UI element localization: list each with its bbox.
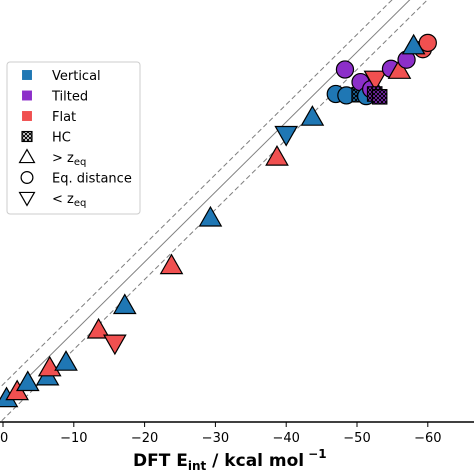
legend-label: Tilted — [51, 90, 88, 105]
data-point-flat-9 — [159, 253, 184, 275]
legend-marker-6 — [18, 191, 36, 207]
data-point-flat-11 — [265, 144, 289, 166]
data-point-vertical-29 — [401, 33, 426, 55]
legend: Vertical Tilted Flat HC > zeq Eq. distance < z… — [6, 61, 141, 215]
legend-box — [6, 61, 141, 215]
legend-marker-1 — [22, 90, 32, 101]
legend-marker-3 — [21, 130, 33, 143]
legend-label: Vertical — [52, 69, 101, 84]
data-points — [0, 33, 437, 408]
x-tick-label: −20 — [131, 431, 158, 446]
x-tick-label: −10 — [60, 431, 87, 446]
legend-label: HC — [52, 131, 71, 146]
legend-marker-4 — [18, 148, 36, 164]
data-point-vertical-5 — [54, 350, 78, 371]
x-tick-label: −50 — [343, 431, 370, 446]
parity-line — [0, 0, 411, 406]
data-point-flat-25 — [387, 58, 412, 79]
legend-label: < zeq — [52, 192, 86, 209]
axes: 0 −10 −20 −30 −40 −50 −60 DFT Eint / kcal mol −1 — [0, 421, 474, 473]
legend-marker-2 — [22, 111, 32, 121]
legend-label: > zeq — [52, 151, 86, 168]
data-point-flat-28 — [418, 33, 437, 53]
data-point-vertical-12 — [274, 125, 299, 147]
data-point-vertical-13 — [300, 105, 325, 126]
data-point-flat-21 — [363, 70, 388, 92]
data-point-vertical-2 — [15, 370, 40, 392]
x-tick-label: −60 — [414, 431, 441, 446]
data-point-vertical-10 — [198, 205, 223, 227]
x-tick-label: −40 — [272, 431, 299, 446]
data-point-flat-7 — [103, 334, 127, 356]
legend-marker-5 — [20, 171, 34, 184]
x-tick-label: −30 — [202, 431, 229, 446]
legend-label: Flat — [52, 110, 76, 125]
x-axis-title: DFT Eint / kcal mol −1 — [133, 447, 327, 473]
data-point-flat-6 — [86, 317, 111, 339]
data-point-vertical-8 — [112, 293, 137, 315]
data-point-tilted-16 — [335, 60, 355, 79]
legend-marker-0 — [22, 70, 32, 80]
upper-bound-line — [0, 0, 393, 389]
data-point-flat-4 — [37, 355, 62, 377]
legend-label: Eq. distance — [52, 172, 132, 187]
x-tick-label: 0 — [0, 431, 8, 446]
data-point-tilted-23 — [371, 88, 388, 105]
